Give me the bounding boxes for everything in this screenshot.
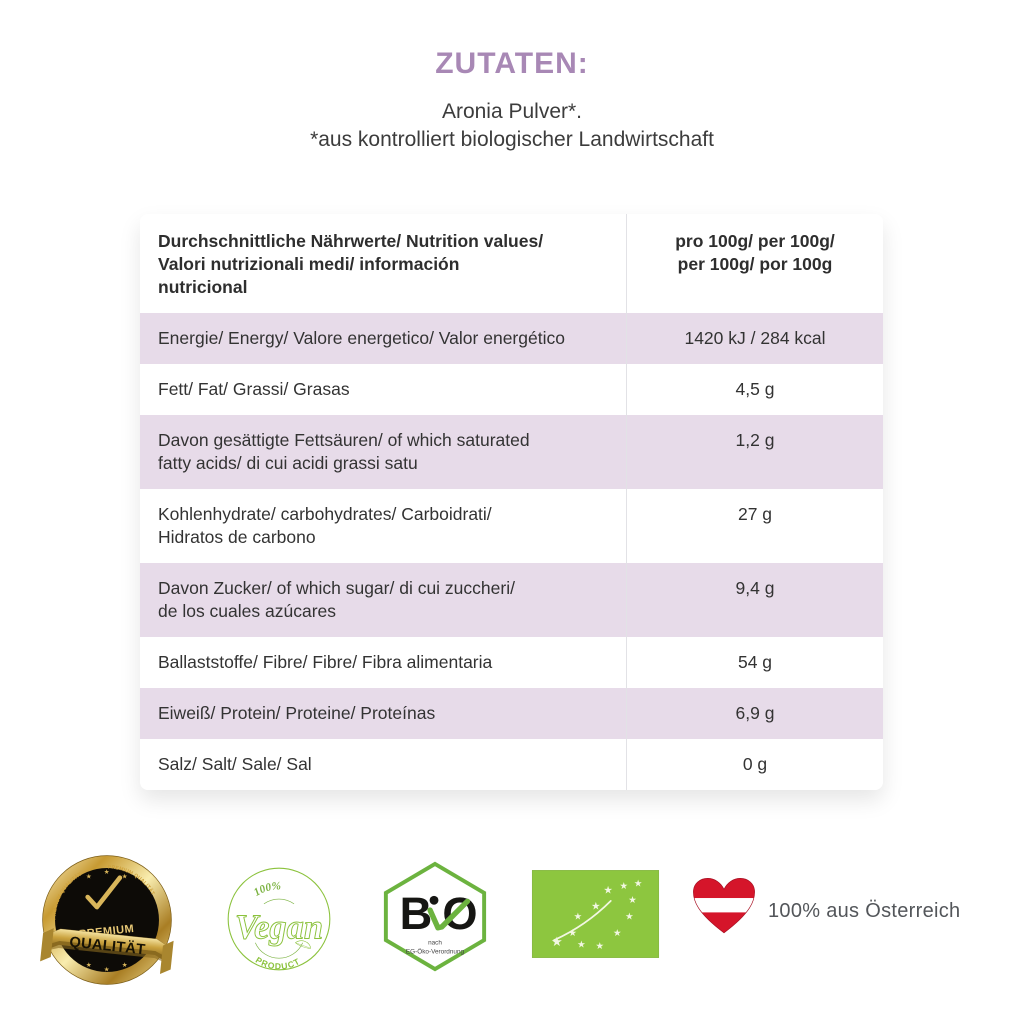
svg-text:nach: nach <box>428 940 442 947</box>
svg-text:★: ★ <box>634 878 643 889</box>
svg-text:★: ★ <box>551 934 563 949</box>
svg-text:★: ★ <box>577 940 586 951</box>
svg-text:★: ★ <box>86 874 92 881</box>
svg-text:★: ★ <box>596 941 605 952</box>
svg-text:★: ★ <box>625 912 634 923</box>
svg-text:★: ★ <box>603 885 612 896</box>
svg-text:100%: 100% <box>252 880 282 899</box>
svg-text:PRODUCT: PRODUCT <box>254 955 302 972</box>
svg-text:O: O <box>442 888 477 939</box>
svg-text:★: ★ <box>574 912 583 923</box>
svg-text:EG-Öko-Verordnung: EG-Öko-Verordnung <box>406 947 465 955</box>
svg-text:★: ★ <box>122 874 128 881</box>
svg-text:★: ★ <box>104 967 110 974</box>
svg-text:★: ★ <box>568 928 577 939</box>
svg-text:★: ★ <box>122 962 128 969</box>
svg-text:★: ★ <box>628 895 637 906</box>
svg-text:★: ★ <box>86 962 92 969</box>
svg-text:B: B <box>400 888 433 939</box>
svg-text:★: ★ <box>591 902 600 913</box>
svg-text:★: ★ <box>613 928 622 939</box>
svg-text:★: ★ <box>620 881 629 892</box>
svg-text:Vegan: Vegan <box>235 908 323 946</box>
